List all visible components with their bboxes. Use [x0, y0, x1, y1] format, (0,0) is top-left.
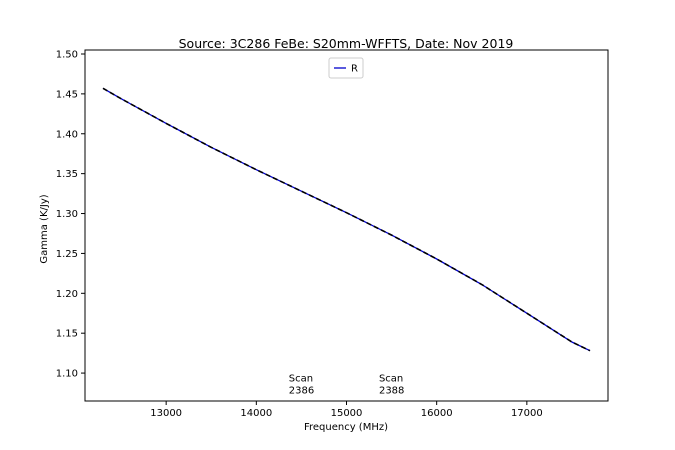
scan-annotation-number: 2388 [379, 385, 404, 396]
x-tick-label: 17000 [511, 408, 543, 419]
y-tick-label: 1.40 [56, 129, 78, 140]
x-tick-label: 16000 [421, 408, 453, 419]
chart-title: Source: 3C286 FeBe: S20mm-WFFTS, Date: N… [179, 36, 514, 51]
series-line-dashed [102, 87, 591, 352]
scan-annotation-number: 2386 [289, 385, 314, 396]
plot-area: 13000 14000 15000 16000 17000 1.10 1.15 1.20 1.2… [56, 49, 609, 419]
scan-annotation-label: Scan [379, 373, 403, 384]
y-tick-label: 1.25 [56, 249, 78, 260]
y-tick-label: 1.20 [56, 289, 78, 300]
y-tick-label: 1.45 [56, 89, 78, 100]
y-tick-label: 1.50 [56, 49, 78, 60]
x-tick-label: 15000 [331, 408, 363, 419]
y-axis-label: Gamma (K/Jy) [39, 194, 50, 263]
x-axis-label: Frequency (MHz) [304, 422, 388, 433]
y-tick-label: 1.30 [56, 209, 78, 220]
y-tick-label: 1.15 [56, 329, 78, 340]
x-tick-label: 13000 [150, 408, 182, 419]
legend-label-r: R [351, 64, 358, 75]
x-tick-label: 14000 [240, 408, 272, 419]
y-tick-label: 1.10 [56, 369, 78, 380]
y-tick-label: 1.35 [56, 169, 78, 180]
scan-annotation-label: Scan [289, 373, 313, 384]
